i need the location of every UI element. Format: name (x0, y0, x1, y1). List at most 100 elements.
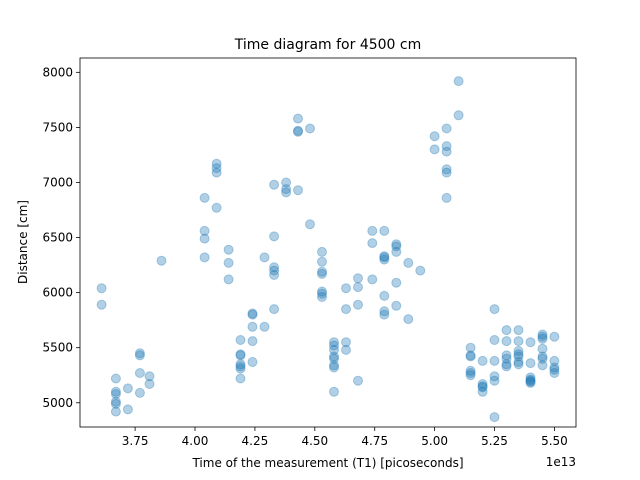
data-point (317, 268, 327, 279)
data-point (525, 358, 536, 369)
x-axis-ticks: 3.75 4.00 4.25 4.50 4.75 5.00 5.25 5.50 (122, 427, 568, 448)
data-point (134, 387, 145, 398)
data-point (415, 265, 426, 276)
data-point (489, 335, 500, 345)
data-point (110, 406, 121, 417)
data-point (379, 254, 390, 265)
data-point (269, 270, 280, 280)
data-point (199, 252, 210, 263)
data-point (317, 246, 327, 257)
data-point (329, 360, 339, 371)
data-point (247, 321, 258, 332)
data-point (441, 123, 452, 134)
data-point (329, 344, 339, 355)
data-point (269, 262, 280, 273)
data-point (110, 373, 121, 384)
data-point (367, 238, 378, 249)
x-tick-label: 3.75 (122, 434, 149, 448)
data-point (379, 290, 390, 301)
data-points (96, 76, 560, 423)
y-tick-label: 5500 (42, 341, 73, 355)
data-point (379, 251, 390, 262)
data-point (537, 333, 548, 344)
data-point (465, 342, 476, 353)
data-point (537, 331, 548, 342)
data-point (211, 158, 222, 169)
data-point (465, 351, 476, 362)
data-point (525, 377, 536, 388)
data-point (96, 283, 107, 294)
data-point (353, 273, 363, 284)
y-tick-label: 5000 (42, 396, 73, 410)
data-point (281, 187, 292, 198)
data-point (429, 131, 440, 142)
data-point (477, 381, 488, 392)
data-point (247, 308, 258, 319)
data-point (329, 351, 339, 362)
data-point (391, 239, 402, 250)
data-point (247, 357, 258, 367)
data-point (305, 219, 315, 230)
data-point (441, 146, 452, 157)
x-axis-offset-label: 1e13 (546, 455, 576, 469)
data-point (465, 365, 476, 376)
y-tick-label: 8000 (42, 65, 73, 79)
data-point (269, 265, 280, 276)
data-point (465, 368, 476, 378)
data-point (223, 244, 234, 255)
data-point (329, 340, 339, 351)
plot-area (80, 58, 576, 427)
data-point (235, 359, 246, 370)
data-point (134, 350, 145, 361)
data-point (537, 353, 548, 364)
data-point (235, 335, 246, 345)
data-point (110, 396, 121, 407)
data-point (259, 321, 270, 332)
data-point (537, 329, 548, 340)
data-point (305, 123, 315, 134)
data-point (501, 353, 512, 364)
data-point (489, 355, 500, 366)
data-point (293, 126, 303, 137)
data-point (465, 370, 476, 381)
data-point (537, 343, 548, 354)
data-point (391, 300, 402, 311)
data-point (391, 241, 402, 252)
data-point (281, 177, 292, 188)
y-axis-ticks: 5000 5500 6000 6500 7000 7500 8000 (42, 65, 80, 410)
data-point (525, 376, 536, 387)
data-point (513, 349, 524, 360)
data-point (353, 299, 363, 310)
data-point (317, 256, 327, 267)
data-point (293, 185, 303, 196)
data-point (525, 375, 536, 386)
data-point (391, 246, 402, 257)
data-point (367, 225, 378, 236)
data-point (235, 363, 246, 374)
plot-frame (79, 57, 577, 428)
data-point (211, 202, 222, 213)
data-point (211, 167, 222, 178)
y-tick-label: 6000 (42, 286, 73, 300)
data-point (235, 361, 246, 372)
data-point (501, 359, 512, 370)
data-point (513, 346, 524, 356)
data-point (223, 257, 234, 268)
data-point (144, 379, 155, 389)
data-point (293, 125, 303, 136)
data-point (329, 362, 339, 373)
data-point (269, 231, 280, 242)
data-point (223, 274, 234, 285)
data-point (134, 368, 145, 378)
data-point (453, 110, 464, 121)
data-point (156, 255, 167, 266)
data-point (110, 389, 121, 399)
data-point (379, 306, 390, 317)
data-point (379, 309, 390, 320)
data-point (329, 337, 339, 348)
data-point (465, 350, 476, 361)
data-point (429, 144, 440, 155)
data-point (269, 179, 280, 190)
data-point (501, 325, 512, 336)
